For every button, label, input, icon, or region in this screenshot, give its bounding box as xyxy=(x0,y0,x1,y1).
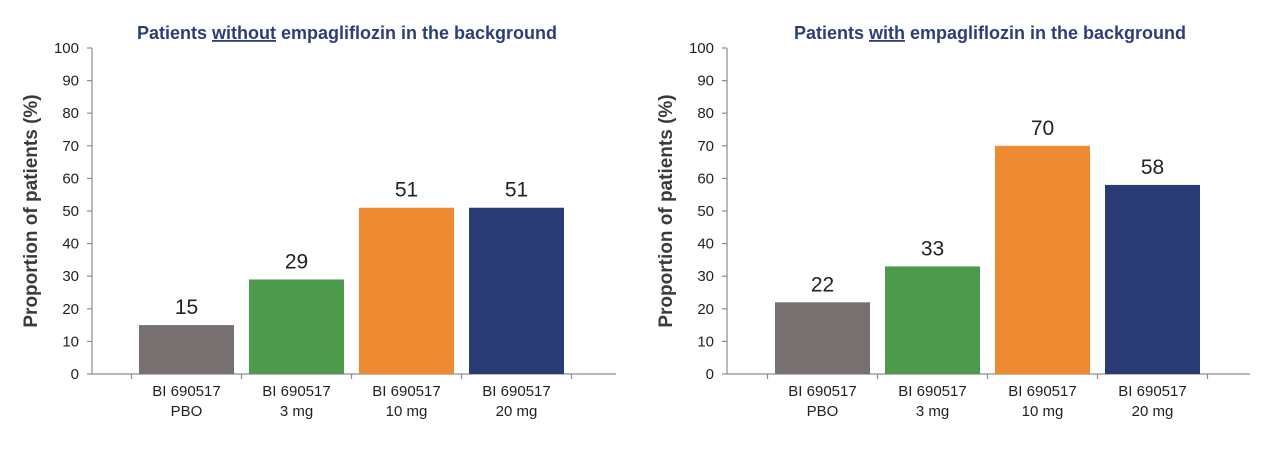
bar xyxy=(359,207,454,374)
x-category-label: BI 690517 xyxy=(898,383,966,400)
chart-panel-without-empagliflozin: Patients without empagliflozin in the ba… xyxy=(21,23,616,420)
y-tick-label: 30 xyxy=(697,268,714,285)
bar xyxy=(469,207,564,374)
x-category-label: 3 mg xyxy=(916,403,949,420)
x-category-label: 20 mg xyxy=(496,403,538,420)
bar xyxy=(249,279,344,374)
x-category-label: 10 mg xyxy=(386,403,428,420)
bar-value-label: 15 xyxy=(175,296,198,319)
y-tick-label: 10 xyxy=(697,333,714,350)
y-tick-label: 40 xyxy=(62,236,79,253)
chart-title-part: empagliflozin in the background xyxy=(276,23,557,43)
x-category-label: 20 mg xyxy=(1132,403,1174,420)
x-category-label: BI 690517 xyxy=(262,383,330,400)
x-category-label: BI 690517 xyxy=(152,383,220,400)
chart-title-part: Patients xyxy=(794,23,869,43)
y-tick-label: 60 xyxy=(62,170,79,187)
chart-title-part: without xyxy=(211,23,276,43)
bar-value-label: 22 xyxy=(811,273,834,296)
y-axis-label: Proportion of patients (%) xyxy=(656,94,677,327)
y-axis-label: Proportion of patients (%) xyxy=(21,94,42,327)
y-tick-label: 90 xyxy=(697,73,714,90)
y-tick-label: 20 xyxy=(697,301,714,318)
y-tick-label: 80 xyxy=(697,105,714,122)
bar-value-label: 51 xyxy=(395,179,418,202)
y-tick-label: 50 xyxy=(697,203,714,220)
y-tick-label: 90 xyxy=(62,73,79,90)
y-tick-label: 100 xyxy=(54,40,79,57)
x-category-label: BI 690517 xyxy=(372,383,440,400)
bar xyxy=(775,302,870,374)
chart-title: Patients with empagliflozin in the backg… xyxy=(794,23,1186,43)
bar xyxy=(1105,184,1200,374)
bar-value-label: 29 xyxy=(285,250,308,273)
chart-title: Patients without empagliflozin in the ba… xyxy=(137,23,557,43)
x-category-label: PBO xyxy=(171,403,203,420)
y-tick-label: 40 xyxy=(697,236,714,253)
x-category-label: BI 690517 xyxy=(788,383,856,400)
bar xyxy=(995,145,1090,374)
x-category-label: 10 mg xyxy=(1022,403,1064,420)
y-tick-label: 70 xyxy=(62,138,79,155)
y-tick-label: 10 xyxy=(62,333,79,350)
y-tick-label: 80 xyxy=(62,105,79,122)
bar xyxy=(885,266,980,374)
x-category-label: 3 mg xyxy=(280,403,313,420)
chart-title-part: empagliflozin in the background xyxy=(905,23,1186,43)
x-category-label: BI 690517 xyxy=(482,383,550,400)
y-tick-label: 0 xyxy=(706,366,714,383)
y-tick-label: 30 xyxy=(62,268,79,285)
chart-title-part: with xyxy=(868,23,905,43)
x-category-label: BI 690517 xyxy=(1118,383,1186,400)
x-category-label: PBO xyxy=(807,403,839,420)
y-tick-label: 50 xyxy=(62,203,79,220)
chart-title-part: Patients xyxy=(137,23,212,43)
y-tick-label: 20 xyxy=(62,301,79,318)
chart-panel-with-empagliflozin: Patients with empagliflozin in the backg… xyxy=(656,23,1250,420)
x-category-label: BI 690517 xyxy=(1008,383,1076,400)
y-tick-label: 60 xyxy=(697,170,714,187)
bar xyxy=(139,325,234,374)
y-tick-label: 70 xyxy=(697,138,714,155)
bar-value-label: 58 xyxy=(1141,156,1164,179)
bar-value-label: 33 xyxy=(921,237,944,260)
bar-value-label: 70 xyxy=(1031,117,1054,140)
y-tick-label: 100 xyxy=(689,40,714,57)
y-tick-label: 0 xyxy=(71,366,79,383)
bar-value-label: 51 xyxy=(505,179,528,202)
